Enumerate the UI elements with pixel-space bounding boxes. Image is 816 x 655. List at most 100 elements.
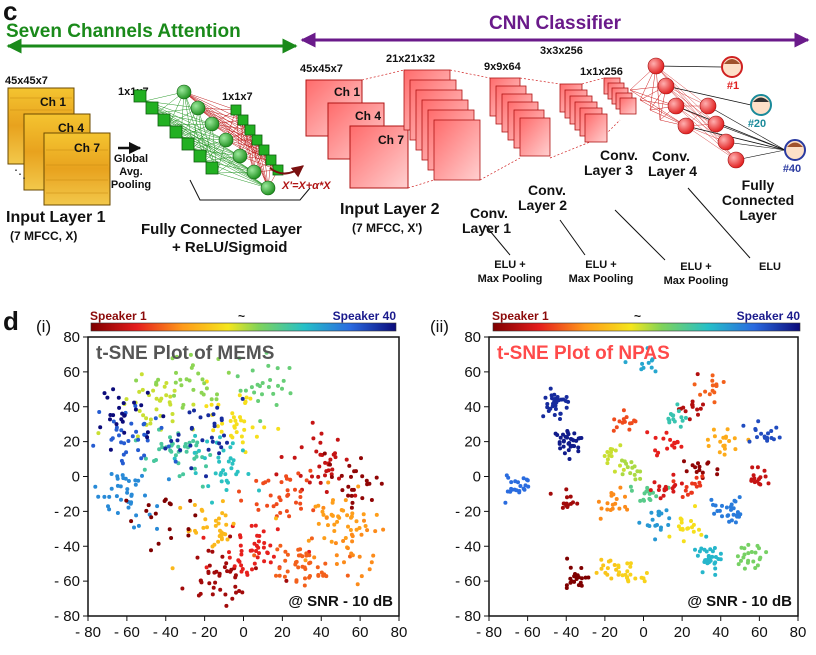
fc-attention-edge	[183, 91, 218, 174]
plot-i-point	[292, 455, 297, 460]
fc-final-neuron	[727, 151, 745, 169]
plot-i-y-tick-label: 60	[63, 364, 80, 381]
plot-i-x-tick-label: - 40	[153, 624, 179, 641]
plot-i-point	[170, 412, 175, 416]
fc-attention-label: Fully Connected Layer	[141, 221, 302, 238]
plot-i-point	[198, 591, 203, 596]
plot-ii-point	[605, 507, 610, 512]
plot-i-point	[287, 514, 292, 519]
plot-i-point	[304, 478, 309, 483]
input1-ch7: Ch 7	[74, 141, 100, 155]
plot-i-point	[265, 503, 270, 508]
fc-attention-edge	[225, 139, 272, 161]
plot-ii-point	[653, 448, 658, 453]
plot-i-point	[220, 421, 225, 426]
plot-i-point	[364, 478, 369, 483]
plot-ii-point	[664, 508, 669, 513]
plot-i-point	[359, 532, 364, 537]
plot-ii-point	[613, 448, 618, 453]
fc-final-neuron	[677, 117, 695, 135]
plot-i-point	[192, 408, 196, 413]
plot-i-point	[326, 480, 331, 485]
plot-ii-point	[568, 494, 573, 499]
plot-ii-point	[699, 532, 704, 537]
plot-ii-point	[678, 424, 683, 429]
plot-i-point	[365, 528, 370, 533]
plot-i-point	[316, 521, 321, 526]
plot-ii-point	[633, 477, 638, 482]
plot-i-point	[319, 431, 324, 436]
plot-i-point	[311, 508, 316, 513]
plot-i-point	[278, 543, 283, 548]
plot-i-point	[196, 371, 201, 376]
plot-i-point	[107, 494, 112, 499]
plot-i-point	[335, 437, 340, 442]
plot-i-point	[160, 445, 165, 450]
plot-ii-point	[586, 575, 591, 580]
plot-i-point	[186, 533, 191, 538]
plot-i-point	[234, 472, 239, 477]
conv3-feature-map	[584, 113, 608, 143]
plot-i-point	[108, 447, 113, 452]
plot-i-point	[214, 569, 219, 574]
fc-attention-edge	[144, 100, 227, 141]
plot-ii-point	[708, 547, 713, 552]
plot-i-point	[142, 467, 147, 472]
output-speaker-40	[784, 139, 806, 161]
plot-i-point	[228, 456, 233, 461]
plot-ii-point	[755, 563, 760, 568]
plot-ii-point	[680, 495, 685, 499]
plot-i-point	[329, 539, 334, 544]
plot-i-point	[249, 523, 254, 528]
plot-i-point	[308, 574, 312, 578]
pooled-channel-node	[157, 113, 171, 127]
plot-ii-point	[628, 561, 633, 566]
plot-i-point	[229, 466, 234, 471]
plot-ii-point	[639, 367, 644, 372]
plot-i-point	[151, 388, 156, 393]
plot-i-point	[193, 513, 198, 518]
plot-i-point	[360, 474, 365, 479]
input1-sublabel: (7 MFCC, X)	[10, 229, 77, 243]
plot-i-x-tick-label: - 80	[75, 624, 101, 641]
plot-ii-y-tick-label: 60	[464, 364, 481, 381]
plot-ii-x-tick-label: 40	[712, 624, 729, 641]
plot-i-point	[238, 543, 243, 548]
fc-final-edge	[655, 65, 717, 125]
plot-ii-point	[625, 507, 630, 512]
plot-ii-point	[641, 576, 646, 581]
plot-i-point	[201, 525, 206, 530]
plot-ii-point	[649, 365, 654, 370]
plot-i-point	[326, 523, 330, 528]
plot-i-y-tick-label: 40	[63, 399, 80, 416]
plot-ii-point	[625, 465, 630, 470]
stage-connector	[581, 77, 605, 85]
plot-ii-point	[667, 516, 672, 521]
plot-i-point	[146, 503, 151, 508]
plot-i-point	[180, 405, 185, 410]
plot-i-point	[126, 479, 131, 483]
plot-i-point	[167, 527, 172, 532]
plot-ii-point	[602, 454, 607, 458]
plot-i-point	[357, 554, 362, 559]
conv3-dims: 3x3x256	[540, 45, 583, 57]
plot-i-point	[106, 504, 110, 509]
plot-ii-point	[524, 477, 529, 482]
plot-ii-y-tick-label: 20	[464, 434, 481, 451]
plot-ii-point	[758, 555, 763, 560]
fc-final-neuron	[717, 133, 735, 151]
plot-i-point	[239, 498, 244, 503]
stage-connector	[479, 157, 521, 181]
plot-i-point	[324, 490, 329, 494]
plot-ii-point	[620, 573, 625, 578]
plot-ii-point	[610, 502, 615, 507]
plot-i-point	[314, 449, 319, 454]
plot-i-point	[209, 435, 214, 440]
plot-ii-point	[514, 488, 519, 493]
plot-i-point	[357, 526, 362, 530]
plot-ii-y-tick-label: - 80	[455, 608, 481, 625]
plot-ii-point	[565, 556, 570, 561]
plot-ii-point	[749, 550, 754, 554]
plot-ii-x-tick-label: 80	[790, 624, 807, 641]
plot-ii-point	[756, 419, 761, 424]
